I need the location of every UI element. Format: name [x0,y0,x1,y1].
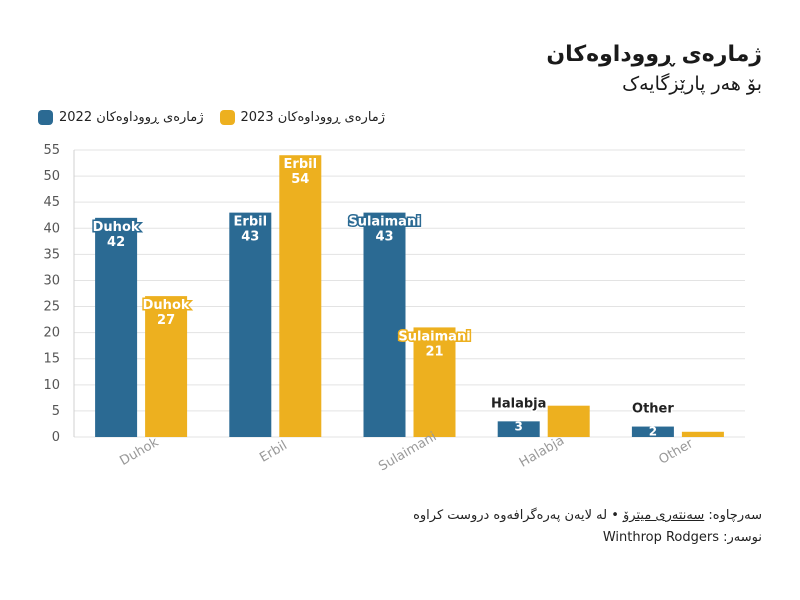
bar-2023-sulaimani [413,327,456,437]
author-note: نوسەر: Winthrop Rodgers [602,530,762,545]
legend-swatch-2022 [38,110,53,125]
source-suffix: • لە لایەن پەرەگرافەوە دروست کراوە [413,508,624,523]
bar-2023-other [681,431,724,437]
bar-2023-duhok [145,296,188,437]
y-tick-label: 30 [43,273,60,288]
bar-data-label: 2 [649,425,657,439]
bar-label-name: Sulaimani [348,215,420,230]
legend: ژمارەی ڕووداوەکان 2022 ژمارەی ڕووداوەکان… [38,110,401,125]
y-tick-label: 0 [52,430,60,445]
bar-label-name: Erbil [284,157,318,172]
y-tick-label: 55 [43,143,60,158]
y-tick-label: 10 [43,378,60,393]
source-prefix: سەرچاوە: [704,508,762,523]
bar-2022-duhok [95,217,138,437]
x-tick-label: Duhok [117,435,161,469]
y-tick-label: 35 [43,247,60,262]
source-link[interactable]: سەنتەری میترۆ [623,508,705,523]
bar-label-name: Duhok [93,220,140,235]
y-tick-label: 20 [43,326,60,341]
bar-label-name: Duhok [143,298,190,313]
x-tick-label: Erbil [257,438,290,466]
bar-data-label: 27 [157,313,175,328]
bar-data-label: 42 [107,235,125,250]
bar-2022-sulaimani [363,212,406,437]
y-tick-label: 5 [52,404,60,419]
bar-data-label: 43 [241,230,259,245]
y-tick-label: 40 [43,221,60,236]
legend-swatch-2023 [219,110,235,125]
chart-title: ژمارەی ڕووداوەکان [546,42,762,67]
y-tick-label: 50 [43,169,60,184]
bar-label-name: Erbil [234,215,268,230]
source-note: سەرچاوە: سەنتەری میترۆ • لە لایەن پەرەگر… [413,508,762,523]
x-tick-label: Halabja [517,433,567,471]
bar-label-name: Halabja [491,396,546,411]
bar-2023-erbil [279,155,322,437]
y-tick-label: 15 [43,352,60,367]
legend-item-2023: ژمارەی ڕووداوەکان 2023 [219,110,386,125]
legend-label-2023: ژمارەی ڕووداوەکان 2023 [240,110,386,125]
x-tick-label: Other [656,436,696,468]
bar-2022-halabja [497,421,540,437]
legend-item-2022: ژمارەی ڕووداوەکان 2022 [38,110,204,125]
legend-label-2022: ژمارەی ڕووداوەکان 2022 [59,110,204,125]
y-tick-label: 45 [43,195,60,210]
y-tick-label: 25 [43,300,60,315]
bar-2022-erbil [229,212,272,437]
bar-data-label: 54 [291,172,309,187]
bar-data-label: 43 [375,230,393,245]
bar-2022-other [631,426,674,437]
bar-2023-halabja [547,405,590,437]
bar-label-name: Other [632,402,674,417]
bar-data-label: 3 [515,419,523,433]
bar-data-label: 21 [425,344,443,359]
bar-label-name: Sulaimani [398,329,470,344]
chart-subtitle: بۆ هەر پارێزگایەک [622,73,762,95]
